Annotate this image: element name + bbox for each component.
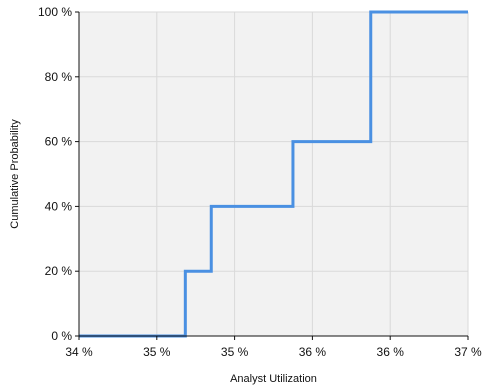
y-tick-label: 60 % (45, 135, 73, 149)
x-tick-label: 36 % (299, 345, 327, 359)
x-axis-label: Analyst Utilization (230, 373, 317, 385)
y-axis-label: Cumulative Probability (9, 119, 21, 229)
y-tick-label: 40 % (45, 199, 73, 213)
plot-layer (78, 10, 469, 338)
plot-background (79, 12, 468, 336)
x-tick-label: 37 % (454, 345, 482, 359)
x-tick-label: 34 % (65, 345, 93, 359)
y-tick-label: 20 % (45, 264, 73, 278)
cumulative-step-line (79, 10, 468, 338)
x-tick-label: 36 % (377, 345, 405, 359)
y-tick-label: 0 % (51, 329, 72, 343)
y-tick-label: 100 % (38, 5, 72, 19)
y-tick-label: 80 % (45, 70, 73, 84)
x-tick-label: 35 % (221, 345, 249, 359)
axes-layer: 34 % 35 % 35 % 36 % 36 % 37 % 0 % 20 % 40 % 60 % 8… (38, 5, 482, 359)
x-tick-label: 35 % (143, 345, 171, 359)
